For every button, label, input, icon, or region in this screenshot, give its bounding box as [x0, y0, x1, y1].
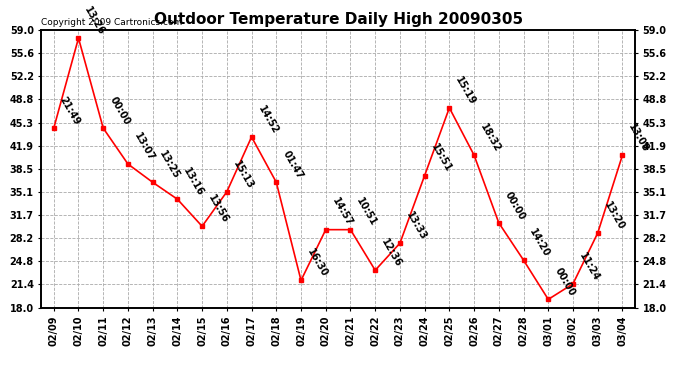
- Text: 13:56: 13:56: [206, 193, 230, 225]
- Text: 14:57: 14:57: [330, 196, 354, 228]
- Text: 00:00: 00:00: [108, 95, 132, 127]
- Text: 18:32: 18:32: [478, 122, 502, 154]
- Text: 13:26: 13:26: [83, 5, 107, 37]
- Text: 13:08: 13:08: [627, 122, 651, 154]
- Text: 15:51: 15:51: [428, 142, 453, 174]
- Text: 13:20: 13:20: [602, 200, 626, 232]
- Text: 00:00: 00:00: [553, 266, 577, 298]
- Text: 15:13: 15:13: [231, 159, 255, 190]
- Text: 13:16: 13:16: [181, 166, 206, 198]
- Text: 13:07: 13:07: [132, 131, 156, 163]
- Text: 13:25: 13:25: [157, 149, 181, 181]
- Text: 00:00: 00:00: [503, 190, 527, 222]
- Text: 14:20: 14:20: [528, 227, 552, 259]
- Text: 12:36: 12:36: [380, 237, 404, 269]
- Text: 14:52: 14:52: [256, 104, 280, 135]
- Text: 10:51: 10:51: [355, 196, 379, 228]
- Text: 15:19: 15:19: [453, 75, 477, 106]
- Text: 01:47: 01:47: [280, 149, 304, 181]
- Text: 16:30: 16:30: [305, 247, 329, 279]
- Text: 13:33: 13:33: [404, 210, 428, 242]
- Title: Outdoor Temperature Daily High 20090305: Outdoor Temperature Daily High 20090305: [154, 12, 522, 27]
- Text: 11:24: 11:24: [577, 251, 601, 282]
- Text: Copyright 2009 Cartronics.com: Copyright 2009 Cartronics.com: [41, 18, 183, 27]
- Text: 21:49: 21:49: [58, 95, 82, 127]
